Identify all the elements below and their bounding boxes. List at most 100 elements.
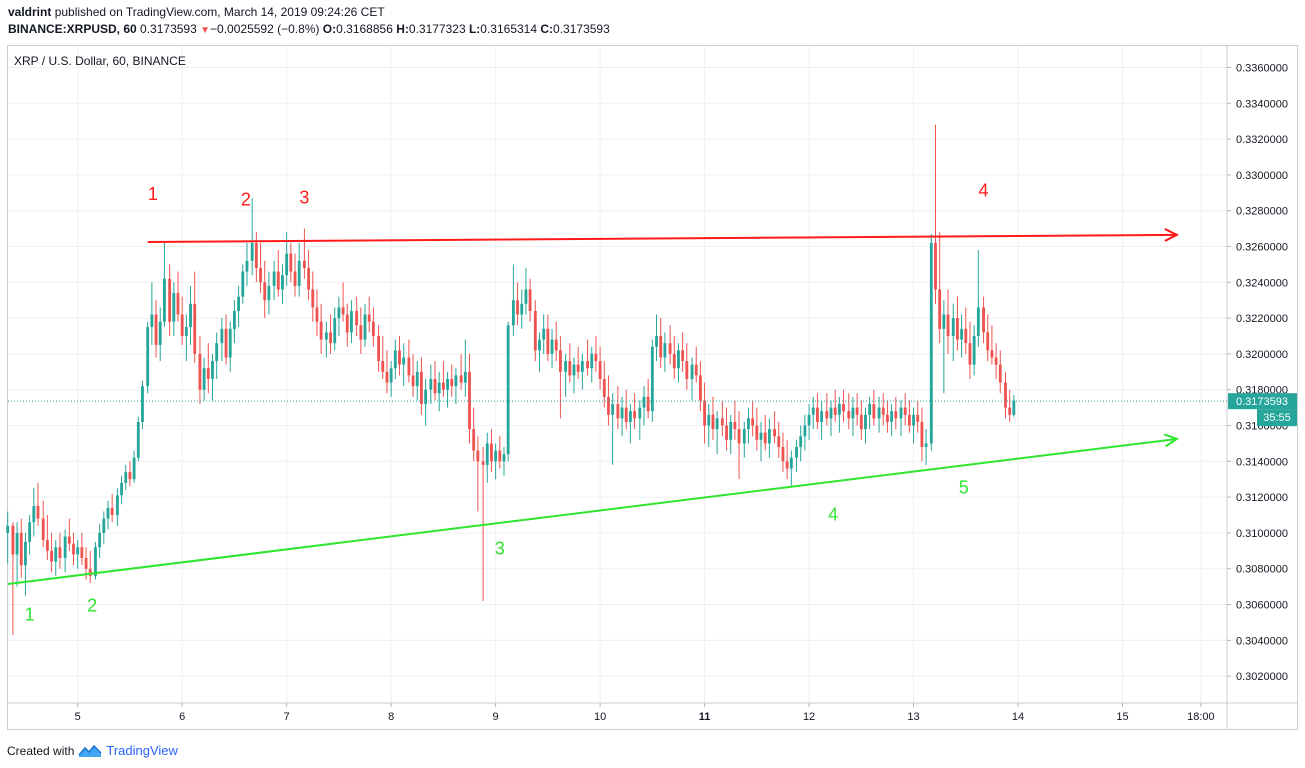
wave-label: 1: [25, 605, 35, 625]
candle: [972, 325, 976, 376]
candle: [729, 414, 733, 455]
trend-lines[interactable]: [7, 228, 1180, 585]
candle: [799, 425, 803, 462]
tradingview-brand[interactable]: TradingView: [106, 743, 178, 758]
candle-body: [415, 371, 419, 387]
candle-body: [433, 378, 437, 394]
candle: [54, 540, 58, 576]
candle: [437, 371, 441, 412]
candle: [598, 346, 602, 390]
candle-body: [994, 357, 998, 365]
candle-body: [759, 432, 763, 440]
candle: [115, 488, 119, 526]
candle-body: [924, 443, 928, 448]
candle: [220, 318, 224, 362]
candle-body: [707, 414, 711, 426]
price-axis[interactable]: 0.3020000 0.3040000 0.3060000 0.3080000 0.31…: [1227, 62, 1288, 683]
candle-body: [516, 300, 519, 315]
candle-body: [450, 378, 454, 387]
candle: [490, 429, 493, 473]
candle-body: [546, 328, 550, 354]
candle: [616, 386, 620, 430]
candle: [586, 339, 589, 376]
candle: [468, 353, 471, 444]
candle: [136, 416, 140, 462]
candle: [385, 350, 389, 394]
candle: [929, 233, 933, 451]
candle: [698, 361, 702, 412]
y-tick-label: 0.3200000: [1236, 349, 1288, 361]
candle-body: [594, 353, 598, 362]
candle: [36, 482, 40, 526]
candle-body: [72, 543, 75, 555]
candle-body: [929, 242, 933, 444]
open-value: 0.3168856: [336, 22, 393, 36]
y-tick-label: 0.3360000: [1236, 62, 1288, 74]
candle-body: [63, 536, 67, 558]
candle-body: [115, 495, 119, 516]
candle-body: [751, 418, 755, 426]
candle-body: [964, 328, 968, 344]
candle-body: [698, 375, 702, 401]
candle: [903, 393, 907, 426]
chart-frame: [7, 45, 1298, 730]
candle-body: [337, 307, 341, 319]
candle: [789, 450, 793, 487]
candle-body: [825, 411, 829, 419]
candle-body: [720, 418, 724, 426]
candle-body: [498, 450, 502, 462]
candle: [795, 439, 798, 473]
candle: [964, 307, 968, 354]
candle: [924, 429, 928, 465]
candle-body: [245, 260, 249, 272]
candle: [176, 271, 180, 322]
candle-body: [355, 310, 359, 326]
candle: [533, 300, 537, 362]
candle-body: [220, 328, 224, 344]
candle-body: [224, 328, 228, 358]
candle-body: [725, 425, 728, 440]
candle-body: [102, 518, 106, 533]
candle-body: [202, 368, 206, 390]
candle-body: [176, 293, 180, 315]
candle-body: [942, 314, 946, 329]
candle-body: [429, 378, 433, 390]
time-axis[interactable]: 5 6 7 8 9 10 11 12 13 14 15 18:00: [75, 703, 1215, 723]
open-label: O:: [322, 22, 337, 36]
candle: [920, 407, 924, 462]
candle: [319, 303, 323, 354]
candle: [485, 432, 489, 483]
close-value: 0.3173593: [553, 22, 610, 36]
candle-body: [616, 404, 620, 419]
candle-body: [976, 307, 980, 337]
candle: [976, 250, 980, 347]
candle-body: [272, 271, 276, 286]
candle: [516, 282, 519, 326]
candle: [371, 307, 375, 347]
candle-body: [371, 321, 375, 337]
candle-body: [150, 314, 154, 328]
candle-body: [586, 361, 589, 369]
candle-body: [15, 532, 19, 555]
candle-body: [381, 361, 385, 372]
candle-body: [777, 436, 781, 448]
candle: [511, 264, 515, 337]
candle: [751, 400, 755, 437]
candle: [446, 371, 449, 408]
candle: [737, 411, 741, 480]
author-name[interactable]: valdrint: [8, 5, 52, 19]
candle-body: [972, 336, 976, 365]
candle-body: [903, 407, 907, 415]
candle-body: [463, 371, 467, 383]
candle: [415, 361, 419, 401]
candle: [389, 361, 393, 397]
candle: [88, 550, 92, 584]
candle: [259, 242, 262, 294]
candle-body: [494, 450, 498, 462]
candle: [198, 336, 202, 405]
candle: [655, 314, 658, 362]
candle: [41, 500, 45, 548]
candle-body: [168, 278, 172, 322]
candle-body: [829, 407, 833, 419]
